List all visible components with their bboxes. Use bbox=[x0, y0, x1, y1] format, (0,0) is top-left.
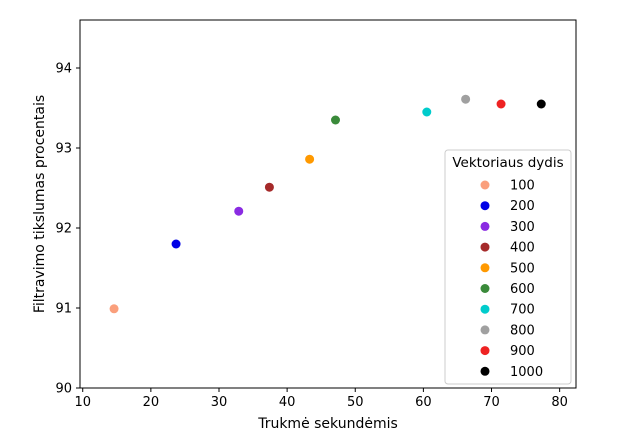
legend-label-200: 200 bbox=[510, 199, 535, 214]
legend-label-400: 400 bbox=[510, 241, 535, 256]
legend-marker-1000 bbox=[480, 366, 490, 376]
legend-marker-400 bbox=[480, 242, 490, 252]
x-tick-label: 10 bbox=[74, 395, 91, 410]
data-points bbox=[109, 94, 546, 314]
legend-marker-700 bbox=[480, 304, 490, 314]
legend-marker-200 bbox=[480, 201, 490, 211]
data-point-800 bbox=[461, 94, 471, 104]
x-tick-label: 50 bbox=[347, 395, 364, 410]
y-tick-label: 92 bbox=[55, 222, 72, 237]
legend-items: 100 200 300 400 500 600 700 800 900 1000 bbox=[480, 179, 543, 380]
data-point-200 bbox=[171, 239, 181, 249]
y-tick-label: 90 bbox=[55, 382, 72, 397]
legend-label-1000: 1000 bbox=[510, 365, 543, 380]
legend-label-500: 500 bbox=[510, 261, 535, 276]
legend-label-800: 800 bbox=[510, 323, 535, 338]
legend-title: Vektoriaus dydis bbox=[452, 155, 563, 171]
legend-label-900: 900 bbox=[510, 344, 535, 359]
data-point-500 bbox=[305, 154, 315, 164]
legend-marker-500 bbox=[480, 263, 490, 273]
legend-label-700: 700 bbox=[510, 303, 535, 318]
legend-label-300: 300 bbox=[510, 220, 535, 235]
plot-frame bbox=[79, 19, 577, 389]
data-point-400 bbox=[264, 182, 274, 192]
y-tick-label: 93 bbox=[55, 142, 72, 157]
y-tick-label: 94 bbox=[55, 62, 72, 77]
legend-label-100: 100 bbox=[510, 179, 535, 194]
x-tick-label: 30 bbox=[211, 395, 228, 410]
x-axis-ticks: 10 20 30 40 50 60 70 80 bbox=[74, 388, 568, 410]
x-tick-label: 80 bbox=[551, 395, 568, 410]
data-point-100 bbox=[109, 304, 119, 314]
data-point-600 bbox=[330, 115, 340, 125]
legend-marker-600 bbox=[480, 284, 490, 293]
x-tick-label: 20 bbox=[143, 395, 160, 410]
data-point-300 bbox=[234, 206, 244, 216]
legend-marker-900 bbox=[480, 346, 490, 356]
legend-label-600: 600 bbox=[510, 282, 535, 297]
x-tick-label: 70 bbox=[483, 395, 500, 410]
y-axis-ticks: 90 91 92 93 94 bbox=[55, 62, 80, 397]
legend-marker-300 bbox=[480, 221, 490, 231]
y-tick-label: 91 bbox=[55, 302, 72, 317]
data-point-700 bbox=[422, 107, 432, 117]
legend-box bbox=[444, 149, 572, 385]
x-axis-label: Trukmė sekundėmis bbox=[257, 416, 398, 432]
data-point-1000 bbox=[536, 99, 546, 109]
y-axis-label: Filtravimo tikslumas procentais bbox=[32, 95, 48, 313]
legend-marker-100 bbox=[480, 180, 490, 190]
legend-marker-800 bbox=[480, 325, 490, 335]
legend: Vektoriaus dydis 100 200 300 400 500 600 700 80… bbox=[444, 149, 572, 385]
x-tick-label: 40 bbox=[279, 395, 296, 410]
data-point-900 bbox=[496, 99, 506, 109]
x-tick-label: 60 bbox=[415, 395, 432, 410]
